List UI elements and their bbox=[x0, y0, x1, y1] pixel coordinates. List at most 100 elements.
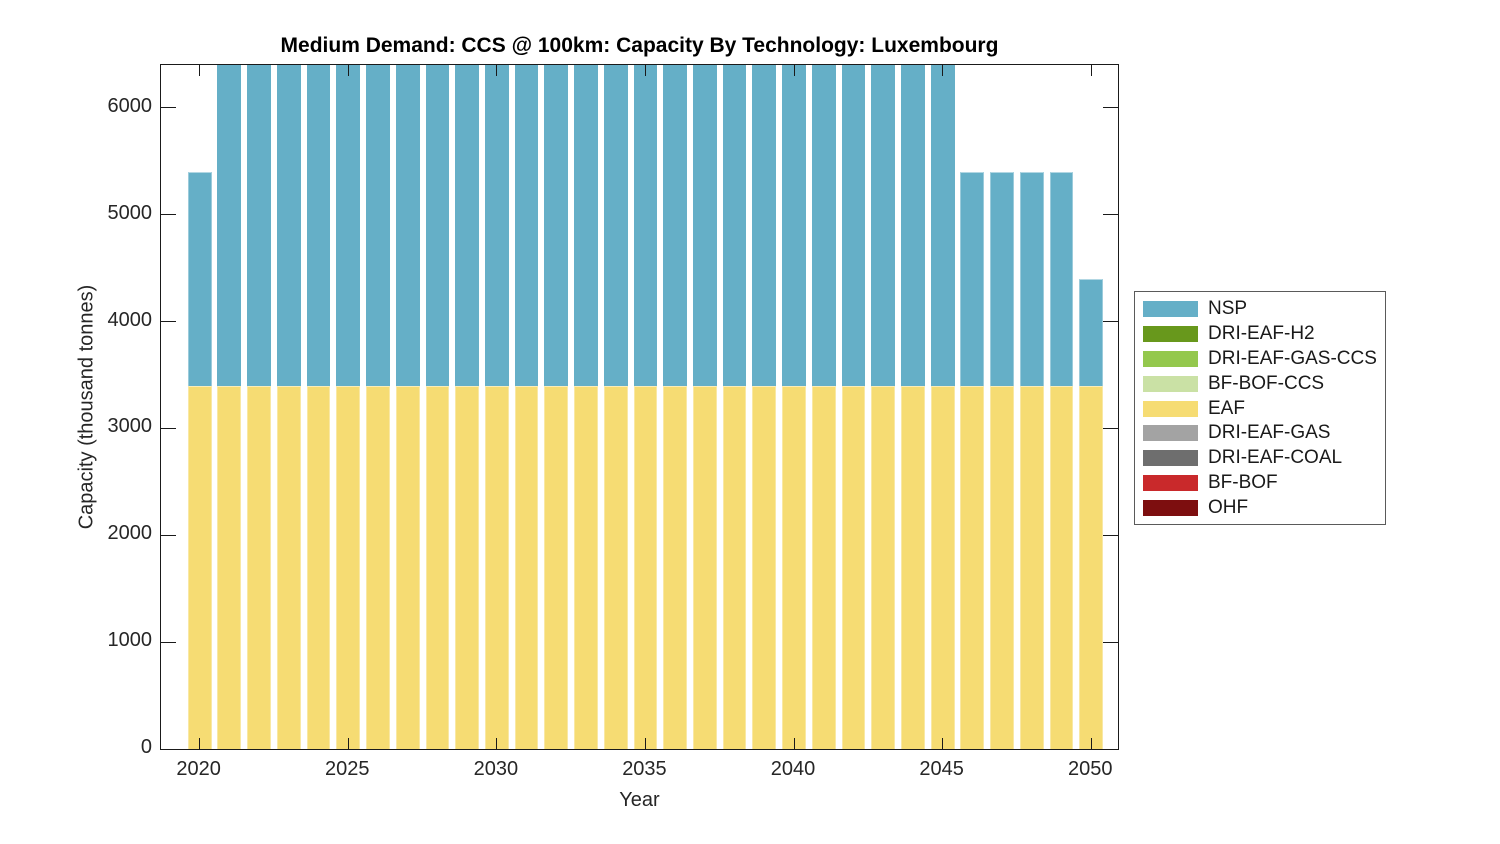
legend-label: BF-BOF bbox=[1208, 471, 1278, 493]
bar-segment-eaf-2030 bbox=[484, 385, 509, 749]
bar-segment-eaf-2043 bbox=[871, 385, 896, 749]
y-tick-mark bbox=[1103, 107, 1118, 109]
bar-segment-nsp-2044 bbox=[901, 65, 925, 386]
bar-segment-eaf-2024 bbox=[306, 385, 331, 749]
y-tick-mark bbox=[161, 427, 176, 429]
bar-segment-nsp-2048 bbox=[1019, 171, 1044, 386]
bar-segment-nsp-2039 bbox=[752, 65, 777, 386]
x-tick-mark bbox=[1090, 65, 1092, 76]
legend-label: NSP bbox=[1208, 298, 1248, 320]
legend: NSP DRI-EAF-H2 DRI-EAF-GAS-CCS BF-BOF-CCS EA… bbox=[1134, 291, 1386, 526]
y-tick-mark bbox=[161, 534, 176, 536]
x-tick-mark bbox=[199, 65, 201, 76]
x-tick-mark bbox=[496, 738, 498, 749]
bar-segment-eaf-2032 bbox=[544, 385, 569, 749]
chart-title: Medium Demand: CCS @ 100km: Capacity By … bbox=[280, 34, 999, 57]
bar-segment-eaf-2020 bbox=[187, 385, 212, 749]
legend-swatch-icon bbox=[1143, 425, 1198, 442]
bar-segment-eaf-2033 bbox=[574, 385, 598, 749]
bar-segment-nsp-2022 bbox=[247, 65, 271, 386]
legend-item-dri-eaf-coal: DRI-EAF-COAL bbox=[1135, 446, 1385, 471]
bar-segment-nsp-2047 bbox=[990, 171, 1014, 386]
bar-segment-eaf-2045 bbox=[930, 385, 955, 749]
x-tick-mark bbox=[347, 65, 349, 76]
y-tick-label: 2000 bbox=[107, 522, 153, 545]
legend-item-nsp: NSP bbox=[1135, 297, 1385, 322]
y-tick-mark bbox=[1103, 427, 1118, 429]
bar-segment-nsp-2027 bbox=[395, 65, 420, 386]
bar-segment-eaf-2036 bbox=[663, 385, 688, 749]
bar-segment-eaf-2022 bbox=[247, 385, 271, 749]
bar-segment-nsp-2037 bbox=[692, 65, 717, 386]
bar-segment-eaf-2050 bbox=[1079, 385, 1104, 749]
bar-segment-eaf-2044 bbox=[901, 385, 925, 749]
legend-swatch-icon bbox=[1143, 326, 1198, 343]
bar-segment-eaf-2041 bbox=[811, 385, 836, 749]
legend-swatch-icon bbox=[1143, 499, 1198, 516]
bar-segment-nsp-2029 bbox=[455, 65, 479, 386]
bar-segment-eaf-2037 bbox=[692, 385, 717, 749]
legend-item-bf-bof: BF-BOF bbox=[1135, 471, 1385, 496]
bar-segment-nsp-2023 bbox=[276, 65, 301, 386]
legend-label: DRI-EAF-GAS bbox=[1208, 422, 1331, 444]
bar-segment-eaf-2027 bbox=[395, 385, 420, 749]
y-tick-mark bbox=[1103, 534, 1118, 536]
x-tick-label: 2030 bbox=[473, 758, 519, 780]
bar-segment-eaf-2031 bbox=[514, 385, 539, 749]
bar-segment-eaf-2028 bbox=[425, 385, 450, 749]
bar-segment-eaf-2021 bbox=[217, 385, 242, 749]
legend-swatch-icon bbox=[1143, 350, 1198, 367]
legend-item-ohf: OHF bbox=[1135, 495, 1385, 520]
bar-segment-eaf-2040 bbox=[782, 385, 806, 749]
x-tick-mark bbox=[496, 65, 498, 76]
bar-segment-eaf-2038 bbox=[722, 385, 747, 749]
bar-segment-eaf-2029 bbox=[455, 385, 479, 749]
legend-swatch-icon bbox=[1143, 400, 1198, 417]
legend-swatch-icon bbox=[1143, 301, 1198, 318]
x-axis-label: Year bbox=[619, 789, 660, 811]
legend-item-bf-bof-ccs: BF-BOF-CCS bbox=[1135, 371, 1385, 396]
bar-segment-nsp-2035 bbox=[633, 65, 658, 386]
y-tick-label: 4000 bbox=[107, 308, 153, 331]
bar-segment-eaf-2048 bbox=[1019, 385, 1044, 749]
y-tick-label: 5000 bbox=[107, 201, 153, 224]
bar-segment-nsp-2045 bbox=[930, 65, 955, 386]
x-tick-mark bbox=[347, 738, 349, 749]
y-tick-mark bbox=[161, 321, 176, 322]
legend-label: DRI-EAF-H2 bbox=[1208, 323, 1315, 345]
x-tick-mark bbox=[1090, 738, 1092, 749]
y-tick-label: 6000 bbox=[107, 94, 153, 117]
bar-segment-nsp-2020 bbox=[187, 171, 212, 386]
bar-segment-nsp-2041 bbox=[811, 65, 836, 386]
bar-segment-eaf-2025 bbox=[336, 385, 361, 749]
x-tick-mark bbox=[942, 738, 944, 749]
bar-segment-nsp-2025 bbox=[336, 65, 361, 386]
bar-segment-nsp-2049 bbox=[1049, 171, 1074, 386]
bar-segment-nsp-2033 bbox=[574, 65, 598, 386]
bar-segment-nsp-2026 bbox=[366, 65, 390, 386]
bar-segment-nsp-2043 bbox=[871, 65, 896, 386]
bar-segment-nsp-2028 bbox=[425, 65, 450, 386]
legend-label: EAF bbox=[1208, 397, 1245, 419]
x-tick-label: 2020 bbox=[176, 758, 221, 780]
x-tick-mark bbox=[644, 738, 646, 749]
legend-label: OHF bbox=[1208, 496, 1249, 518]
bar-segment-nsp-2042 bbox=[841, 65, 866, 386]
bar-segment-nsp-2031 bbox=[514, 65, 539, 386]
x-tick-mark bbox=[644, 65, 646, 76]
legend-item-dri-eaf-gas-ccs: DRI-EAF-GAS-CCS bbox=[1135, 347, 1385, 372]
y-tick-mark bbox=[1103, 641, 1118, 643]
bar-segment-nsp-2040 bbox=[782, 65, 806, 386]
y-tick-mark bbox=[161, 748, 176, 749]
bar-segment-nsp-2024 bbox=[306, 65, 331, 386]
bar-segment-eaf-2023 bbox=[276, 385, 301, 749]
x-tick-mark bbox=[793, 65, 795, 76]
legend-label: DRI-EAF-GAS-CCS bbox=[1208, 347, 1377, 369]
y-tick-mark bbox=[1103, 321, 1118, 322]
legend-item-eaf: EAF bbox=[1135, 396, 1385, 421]
x-tick-mark bbox=[942, 65, 944, 76]
bar-segment-nsp-2034 bbox=[603, 65, 628, 386]
bar-segment-eaf-2042 bbox=[841, 385, 866, 749]
bar-segment-eaf-2026 bbox=[366, 385, 390, 749]
